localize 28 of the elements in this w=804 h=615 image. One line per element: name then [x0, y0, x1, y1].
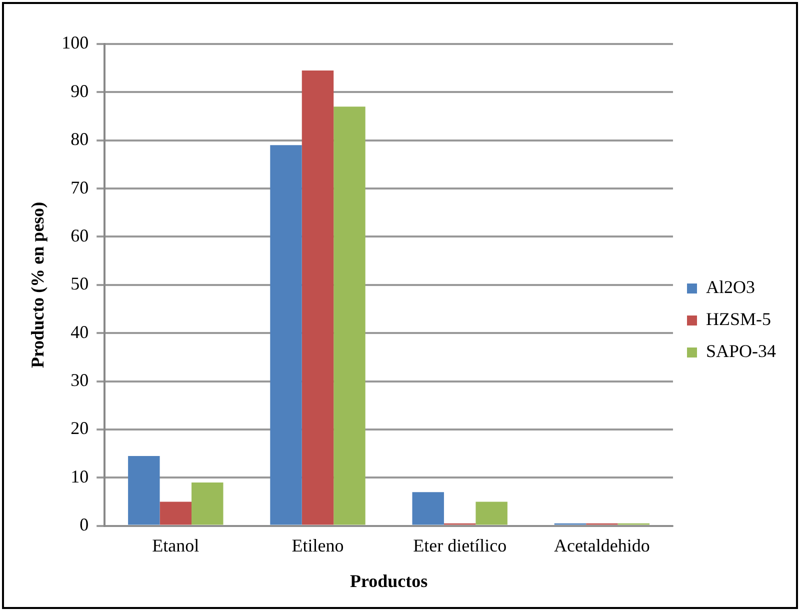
y-tick-label: 60 — [70, 225, 89, 246]
x-tick-label: Eter dietílico — [413, 535, 507, 556]
bar — [192, 482, 224, 525]
bar — [476, 502, 508, 525]
y-tick-label: 50 — [70, 274, 89, 294]
bar — [302, 70, 334, 525]
legend-label: Al2O3 — [706, 277, 755, 298]
y-tick-label: 70 — [70, 177, 89, 198]
bar — [412, 492, 444, 525]
y-tick-label: 90 — [70, 80, 89, 101]
y-tick-label: 10 — [70, 466, 89, 486]
x-axis-title: Productos — [350, 570, 428, 591]
y-axis-title: Producto (% en peso) — [27, 202, 48, 368]
legend-label: SAPO-34 — [706, 341, 776, 362]
x-tick-label: Etileno — [292, 535, 344, 556]
bar — [160, 502, 192, 525]
x-tick-label: Etanol — [152, 535, 200, 556]
bar — [128, 456, 160, 525]
y-tick-label: 40 — [70, 322, 89, 342]
x-tick-label: Acetaldehido — [554, 535, 650, 556]
y-tick-label: 20 — [70, 418, 89, 438]
bar — [270, 145, 302, 525]
y-tick-label: 30 — [70, 370, 89, 390]
y-tick-label: 0 — [80, 514, 89, 535]
y-tick-label: 80 — [70, 129, 89, 150]
legend-label: HZSM-5 — [706, 309, 771, 330]
y-tick-label: 100 — [62, 32, 89, 53]
bar — [334, 106, 366, 525]
